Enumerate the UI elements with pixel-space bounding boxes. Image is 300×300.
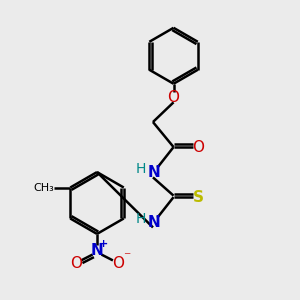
Text: CH₃: CH₃ — [33, 182, 54, 193]
Text: O: O — [193, 140, 205, 154]
Text: H: H — [135, 161, 146, 176]
Text: +: + — [99, 238, 108, 249]
Text: O: O — [168, 89, 180, 104]
Text: N: N — [147, 165, 160, 180]
Text: ⁻: ⁻ — [123, 250, 130, 265]
Text: O: O — [70, 256, 82, 271]
Text: N: N — [147, 214, 160, 230]
Text: O: O — [112, 256, 124, 271]
Text: S: S — [193, 190, 204, 205]
Text: H: H — [135, 212, 146, 226]
Text: N: N — [91, 243, 103, 258]
